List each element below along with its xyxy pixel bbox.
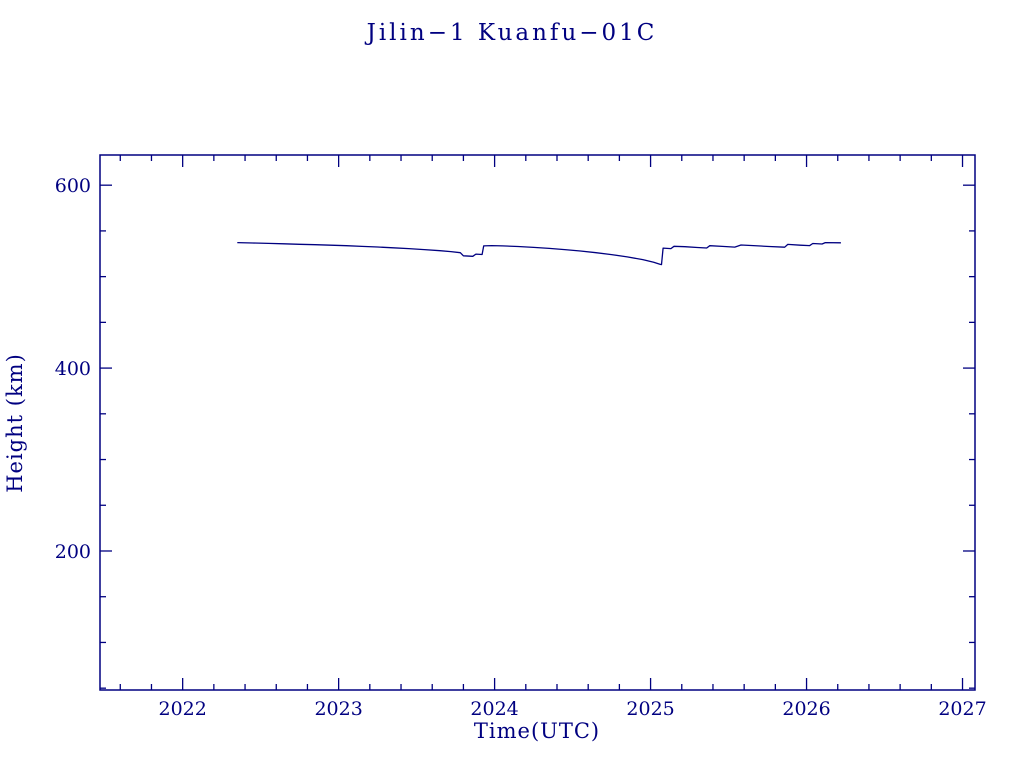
x-tick-label: 2025: [626, 698, 674, 720]
y-tick-label: 400: [55, 358, 91, 380]
plot-axes: 2022 2023 2024 2025 2026 2027 200 400 600: [55, 154, 987, 720]
x-tick-label: 2026: [782, 698, 830, 720]
plot-frame: [99, 154, 976, 691]
x-tick-label: 2024: [470, 698, 518, 720]
x-tick-label: 2022: [158, 698, 206, 720]
y-tick-label: 600: [55, 175, 91, 197]
height-series: [237, 241, 841, 266]
y-axis-label: Height (km): [3, 353, 27, 493]
x-tick-label: 2027: [938, 698, 986, 720]
height-line: [237, 241, 841, 266]
x-axis-label: Time(UTC): [474, 719, 600, 743]
y-tick-label: 200: [55, 541, 91, 563]
x-tick-label: 2023: [314, 698, 362, 720]
chart-title: Jilin−1 Kuanfu−01C: [365, 20, 658, 46]
